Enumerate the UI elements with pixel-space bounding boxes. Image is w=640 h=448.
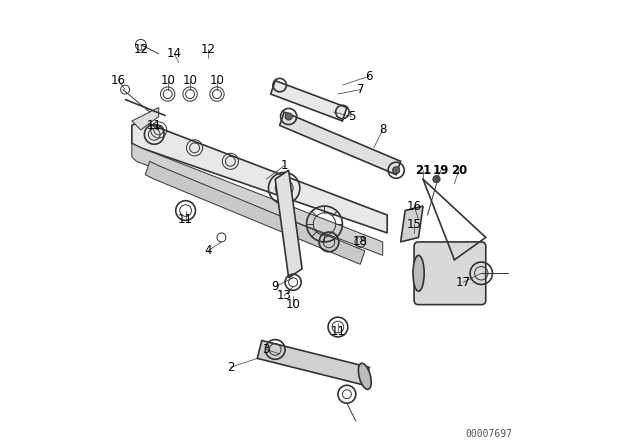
- Text: 9: 9: [271, 280, 279, 293]
- Text: 11: 11: [178, 213, 193, 226]
- Text: 5: 5: [348, 110, 355, 123]
- Polygon shape: [257, 340, 369, 385]
- Text: 7: 7: [356, 83, 364, 96]
- Polygon shape: [275, 170, 302, 278]
- Polygon shape: [145, 161, 365, 264]
- Text: 4: 4: [204, 244, 212, 258]
- Text: 1: 1: [280, 159, 288, 172]
- Polygon shape: [132, 108, 159, 130]
- Text: 16: 16: [406, 199, 422, 213]
- Text: 11: 11: [147, 119, 162, 132]
- Text: 20: 20: [451, 164, 467, 177]
- Polygon shape: [280, 112, 401, 175]
- Text: 12: 12: [200, 43, 216, 56]
- Ellipse shape: [413, 255, 424, 291]
- Text: 18: 18: [353, 235, 368, 249]
- Text: 10: 10: [285, 298, 301, 311]
- Text: 8: 8: [379, 123, 387, 137]
- Text: 10: 10: [160, 74, 175, 87]
- Text: 2: 2: [227, 361, 234, 374]
- Text: 00007697: 00007697: [466, 429, 513, 439]
- Circle shape: [392, 167, 400, 174]
- Text: 10: 10: [209, 74, 225, 87]
- Polygon shape: [271, 81, 347, 121]
- Text: 16: 16: [111, 74, 126, 87]
- Text: 11: 11: [330, 325, 346, 338]
- Text: 14: 14: [167, 47, 182, 60]
- Text: 13: 13: [276, 289, 292, 302]
- Text: 15: 15: [406, 217, 422, 231]
- Polygon shape: [401, 206, 423, 242]
- Polygon shape: [132, 143, 383, 255]
- Text: 3: 3: [262, 343, 270, 356]
- Circle shape: [433, 176, 440, 183]
- Polygon shape: [132, 121, 387, 233]
- Circle shape: [285, 113, 292, 120]
- Text: 21: 21: [415, 164, 431, 177]
- Circle shape: [280, 185, 288, 192]
- Text: 6: 6: [365, 69, 373, 83]
- Text: 10: 10: [182, 74, 198, 87]
- Text: 19: 19: [433, 164, 449, 177]
- Text: 17: 17: [456, 276, 471, 289]
- FancyBboxPatch shape: [414, 242, 486, 305]
- Text: 12: 12: [133, 43, 148, 56]
- Ellipse shape: [358, 363, 371, 389]
